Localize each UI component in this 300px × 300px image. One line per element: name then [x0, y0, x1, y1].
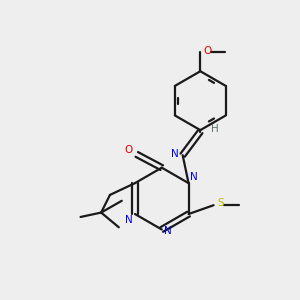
Text: H: H	[211, 124, 219, 134]
Text: N: N	[164, 226, 172, 236]
Text: O: O	[124, 145, 133, 155]
Text: N: N	[171, 149, 178, 159]
Text: N: N	[125, 215, 133, 225]
Text: S: S	[217, 198, 224, 208]
Text: O: O	[203, 46, 211, 56]
Text: N: N	[190, 172, 198, 182]
